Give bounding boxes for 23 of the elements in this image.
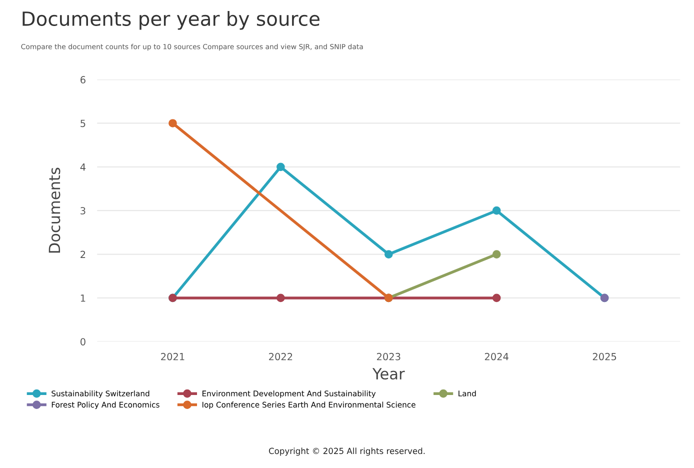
x-tick-label: 2023 (376, 352, 400, 360)
chart-title: Documents per year by source (22, 10, 320, 30)
point (384, 250, 393, 258)
y-tick-label: 2 (80, 250, 86, 258)
point (276, 162, 285, 172)
y-tick-label: 4 (80, 164, 86, 171)
text: Copyright © 2025 All rights reserved. (268, 448, 425, 456)
point (492, 250, 501, 258)
x-tick-label: 2025 (592, 352, 616, 360)
x-tick-label: 2024 (484, 352, 508, 360)
y-tick-label: 3 (80, 207, 86, 214)
point (492, 294, 501, 302)
y-tick-label: 5 (80, 120, 86, 128)
x-tick-label: 2021 (161, 352, 184, 360)
x-axis-title: Year (372, 368, 405, 380)
point (168, 119, 177, 128)
point (492, 206, 501, 215)
y-tick-label: 1 (80, 294, 86, 302)
y-axis-title: Documents (48, 168, 60, 253)
point (276, 294, 285, 302)
x-tick-label: 2022 (269, 352, 292, 360)
y-tick-label: 6 (80, 76, 86, 84)
y-tick-label: 0 (80, 338, 86, 346)
